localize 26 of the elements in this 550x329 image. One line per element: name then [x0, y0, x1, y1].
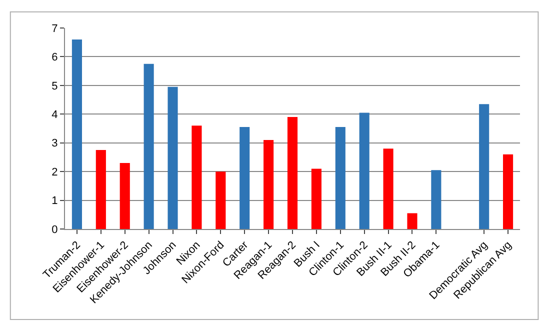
- y-tick-label: 3: [52, 138, 58, 150]
- bar: [311, 168, 322, 229]
- bar: [120, 162, 130, 229]
- bar: [479, 104, 490, 229]
- bar: [168, 86, 178, 229]
- y-tick-label: 7: [52, 22, 58, 35]
- y-tick-label: 4: [52, 108, 58, 121]
- bar: [264, 140, 274, 229]
- y-tick-label: 5: [52, 80, 58, 92]
- bar: [192, 126, 202, 229]
- bar: [431, 170, 442, 229]
- y-tick-label: 1: [52, 195, 58, 208]
- bar: [144, 64, 154, 229]
- bar: [287, 117, 298, 229]
- bar: [96, 150, 106, 229]
- bar: [240, 127, 250, 229]
- y-tick-label: 2: [52, 166, 58, 178]
- bar: [383, 148, 394, 229]
- y-tick-label: 0: [52, 224, 58, 236]
- bar: [72, 39, 82, 229]
- y-tick-label: 6: [52, 52, 58, 64]
- bar: [335, 127, 346, 229]
- bar: [359, 112, 370, 229]
- bar: [407, 213, 418, 229]
- bar: [503, 154, 514, 229]
- bar: [216, 172, 226, 229]
